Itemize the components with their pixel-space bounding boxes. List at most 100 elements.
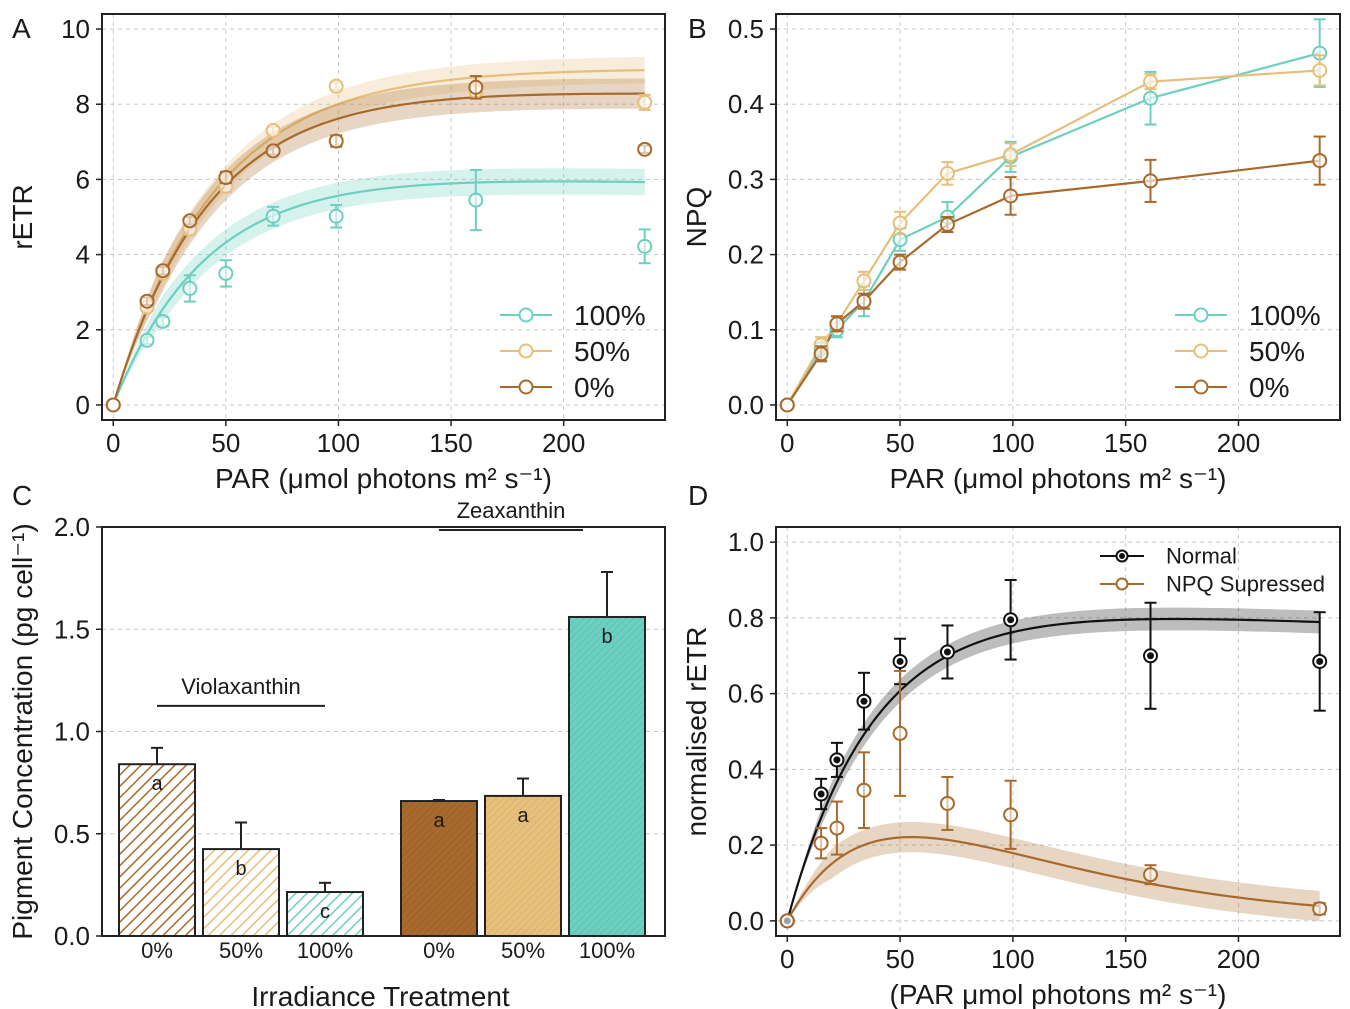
y-tick-label-1: 0.2 [728,830,764,860]
y-tick-label-1: 0.5 [54,819,90,849]
point-1-0 [779,913,795,929]
panel-b: 0 50 100 150 200 0.0 0.1 0.2 0.3 0.4 0.5 PAR (μmol … [681,13,1341,494]
point-0-7 [468,192,484,208]
x-tick-label-4: 200 [1217,428,1260,458]
x-tick-label-1: 50 [886,428,915,458]
x-tick-label-0: 0 [780,944,794,974]
point-1-8 [1312,901,1328,917]
point-0-3 [182,280,198,296]
bar-letter-1-0: a [433,810,445,832]
legend-label-0: 100% [574,300,646,331]
bar-category-1-1: 50% [501,938,545,963]
point-core-0-8 [1316,657,1324,665]
fit-line-2 [112,92,645,406]
legend-marker-0 [518,307,534,323]
point-2-7 [1142,173,1158,189]
point-1-6 [1003,807,1019,823]
bar-1-2 [568,615,646,937]
y-axis-label: rETR [7,184,38,249]
panel-label-c: C [12,480,32,511]
y-tick-label-0: 0 [76,390,90,420]
group-label-1: Zeaxanthin [457,498,566,523]
plot-frame [775,526,1341,937]
x-tick-label-1: 50 [886,944,915,974]
legend-label-0: 100% [1249,300,1321,331]
point-0-6 [328,208,344,224]
point-1-3 [856,782,872,798]
y-tick-label-3: 1.5 [54,614,90,644]
bar-letter-0-2: c [320,901,330,923]
legend-label-1: 50% [574,336,630,367]
point-2-8 [637,141,653,157]
point-2-7 [468,79,484,95]
y-tick-label-0: 0.0 [728,906,764,936]
point-2-2 [829,316,845,332]
point-2-8 [1312,153,1328,169]
x-tick-label-2: 100 [991,428,1034,458]
legend-label-1: 50% [1249,336,1305,367]
point-2-6 [1003,188,1019,204]
x-axis-label: PAR (μmol photons m² s⁻¹) [890,463,1227,494]
y-tick-label-3: 0.3 [728,164,764,194]
confidence-band-0 [113,168,645,405]
y-tick-label-4: 0.4 [728,89,764,119]
y-tick-label-1: 2 [76,315,90,345]
series-line-0 [786,52,1320,406]
y-tick-label-3: 6 [76,164,90,194]
point-2-0 [779,397,795,413]
point-core-0-1 [817,790,825,798]
y-tick-label-2: 4 [76,240,90,270]
point-1-4 [892,725,908,741]
point-0-1 [139,332,155,348]
bar-category-0-1: 50% [219,938,263,963]
point-core-0-3 [860,697,868,705]
legend-label-2: 0% [574,372,614,403]
point-2-5 [939,217,955,233]
point-1-5 [939,795,955,811]
y-tick-label-1: 0.1 [728,315,764,345]
x-axis-label: PAR (μmol photons m² s⁻¹) [215,463,552,494]
point-1-6 [328,78,344,94]
x-tick-label-0: 0 [106,428,120,458]
x-tick-label-4: 200 [542,428,585,458]
bar-letter-0-1: b [235,858,246,880]
point-2-6 [328,133,344,149]
point-core-0-5 [943,648,951,656]
group-label-0: Violaxanthin [181,674,300,699]
confidence-band-2 [113,78,645,405]
point-core-0-6 [1007,616,1015,624]
y-tick-label-0: 0.0 [728,390,764,420]
legend-marker-2 [1193,379,1209,395]
panel-d: 0 50 100 150 200 0.0 0.2 0.4 0.6 0.8 1.0 (PAR μmol … [681,526,1341,1009]
panel-label-a: A [12,13,31,44]
legend-label-2: 0% [1249,372,1289,403]
plot-frame [775,13,1341,421]
point-1-7 [1142,74,1158,90]
bar-category-0-0: 0% [141,938,173,963]
y-tick-label-4: 0.8 [728,603,764,633]
plot-frame [101,13,666,421]
point-2-0 [105,397,121,413]
point-1-1 [813,835,829,851]
bar-letter-1-2: b [601,626,612,648]
point-1-5 [939,165,955,181]
y-tick-label-5: 1.0 [728,527,764,557]
bar-1-0 [400,800,478,938]
confidence-band-1 [787,821,1320,922]
point-0-7 [1142,90,1158,106]
y-tick-label-5: 10 [61,14,90,44]
y-tick-label-4: 2.0 [54,512,90,542]
point-1-5 [265,123,281,139]
point-1-6 [1003,147,1019,163]
point-2-1 [813,346,829,362]
x-tick-label-2: 100 [317,428,360,458]
point-1-8 [1312,62,1328,78]
y-tick-label-2: 0.2 [728,240,764,270]
legend-marker-1 [1115,577,1129,591]
point-2-5 [265,143,281,159]
y-tick-label-2: 1.0 [54,717,90,747]
x-tick-label-2: 100 [991,944,1034,974]
y-tick-label-3: 0.6 [728,679,764,709]
y-axis-label: normalised rETR [681,626,712,836]
